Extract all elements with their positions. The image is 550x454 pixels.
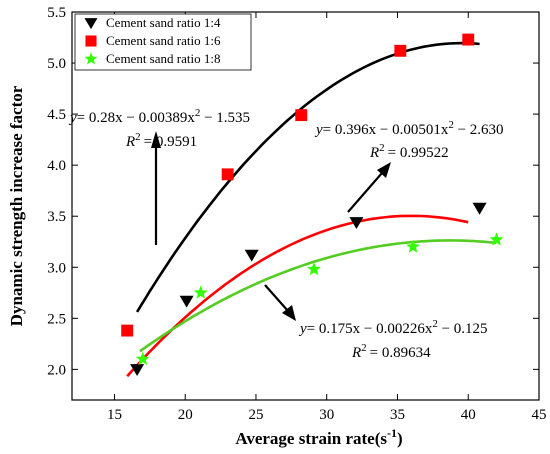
x-tick-label: 35 xyxy=(390,407,405,423)
x-tick-label: 40 xyxy=(461,407,476,423)
marker-1-6 xyxy=(121,324,134,337)
y-tick-label: 3.0 xyxy=(47,260,66,276)
y-tick-label: 4.0 xyxy=(47,158,66,174)
marker-1-8 xyxy=(307,262,321,276)
legend-label-1-4: Cement sand ratio 1:4 xyxy=(106,15,221,30)
equation-1-4: y= 0.396x − 0.00501x2 − 2.630 R2 = 0.9952… xyxy=(314,119,504,161)
svg-text:R2= 0.89634: R2 = 0.89634 xyxy=(351,342,431,361)
marker-1-6 xyxy=(462,33,475,46)
fit-line-1-4 xyxy=(135,41,480,313)
x-tick-label: 30 xyxy=(319,407,334,423)
y-tick-label: 5.5 xyxy=(47,5,66,21)
y-tick-label: 5.0 xyxy=(47,56,66,72)
marker-1-6 xyxy=(394,44,407,57)
legend-label-1-8: Cement sand ratio 1:8 xyxy=(106,51,220,66)
legend-marker-1-4 xyxy=(84,18,98,30)
y-tick-label: 3.5 xyxy=(47,209,66,225)
y-axis-title: Dynamic strength increase factor xyxy=(7,85,26,326)
marker-1-8 xyxy=(406,239,420,253)
marker-1-8 xyxy=(193,285,208,299)
marker-1-4 xyxy=(244,249,259,262)
x-tick-label: 25 xyxy=(248,407,263,423)
y-tick-label: 2.0 xyxy=(47,362,66,378)
equation-1-6: y= 0.28x − 0.00389x2 − 1.535 R2 = 0.9591 xyxy=(68,107,250,150)
arrow-1-8-shaft xyxy=(264,284,289,312)
arrow-1-4-shaft xyxy=(347,172,383,213)
y-tick-labels: 2.0 2.5 3.0 3.5 4.0 4.5 5.0 5.5 xyxy=(47,5,66,378)
fit-line-1-8 xyxy=(139,239,497,353)
arrow-1-8-head xyxy=(282,305,296,321)
y-tick-label: 2.5 xyxy=(47,311,66,327)
svg-text:y= 0.175x − 0.00226x2 − 0.125: y= 0.175x − 0.00226x2 − 0.125 xyxy=(298,318,488,337)
svg-text:R2= 0.99522: R2 = 0.99522 xyxy=(369,142,449,161)
y-tick-label: 4.5 xyxy=(47,107,66,123)
x-tick-label: 45 xyxy=(532,407,547,423)
marker-1-8 xyxy=(135,351,150,366)
data-markers xyxy=(121,33,504,377)
marker-1-4 xyxy=(349,217,364,229)
legend-markers xyxy=(84,18,98,65)
legend-marker-1-6 xyxy=(85,35,97,47)
legend-label-1-6: Cement sand ratio 1:6 xyxy=(106,33,221,48)
marker-1-6 xyxy=(295,109,308,122)
x-axis-title: Average strain rate(s-1) xyxy=(235,426,402,448)
fit-lines xyxy=(126,41,497,378)
plot-frame xyxy=(71,11,540,401)
legend-box xyxy=(74,13,252,71)
arrow-1-4-head xyxy=(377,162,391,178)
marker-1-6 xyxy=(221,168,234,181)
svg-text:y= 0.28x − 0.00389x2 − 1.535: y= 0.28x − 0.00389x2 − 1.535 xyxy=(68,107,250,126)
legend: Cement sand ratio 1:4 Cement sand ratio … xyxy=(74,13,252,71)
arrow-1-6-head xyxy=(151,131,161,148)
marker-1-4 xyxy=(179,295,194,308)
fit-line-1-6 xyxy=(126,214,469,378)
equation-1-8: y= 0.175x − 0.00226x2 − 0.125 R2 = 0.8963… xyxy=(298,318,488,361)
legend-marker-1-8 xyxy=(84,52,98,65)
x-tick-label: 15 xyxy=(107,407,122,423)
marker-1-4 xyxy=(130,364,145,377)
marker-1-4 xyxy=(472,202,487,215)
annotation-arrows xyxy=(151,131,391,321)
svg-text:y= 0.396x − 0.00501x2 − 2.630: y= 0.396x − 0.00501x2 − 2.630 xyxy=(314,119,504,138)
svg-text:R2= 0.9591: R2 = 0.9591 xyxy=(125,131,197,150)
x-tick-label: 20 xyxy=(178,407,193,423)
x-tick-labels: 15 20 25 30 35 40 45 xyxy=(107,407,547,423)
marker-1-8 xyxy=(489,232,504,246)
